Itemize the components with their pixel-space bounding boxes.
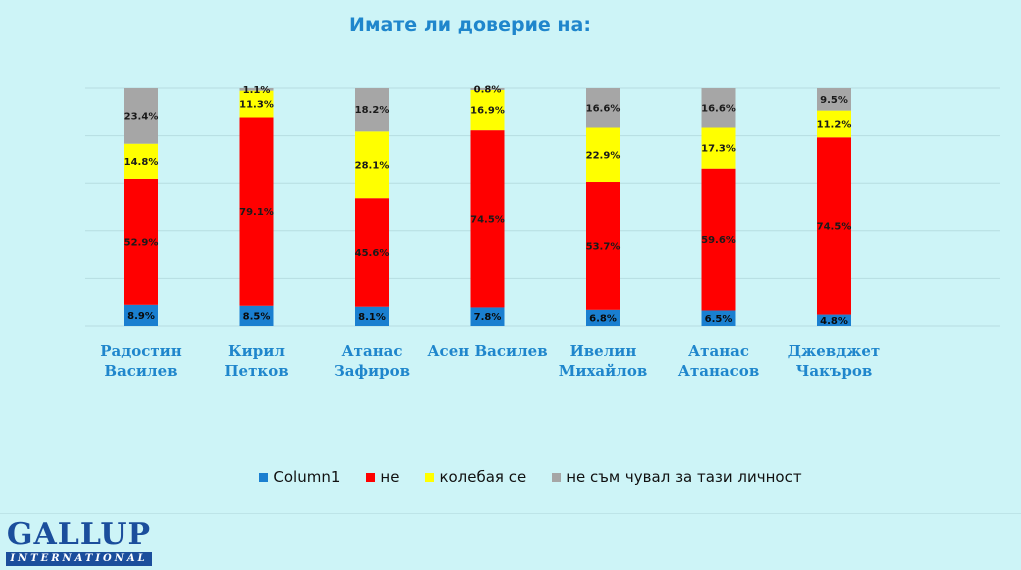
data-label: 8.1% [358, 312, 386, 323]
bar-segment-ne-sam-chuval [586, 88, 620, 128]
chart-title: Имате ли доверие на: [349, 14, 591, 36]
data-label: 9.5% [820, 95, 848, 106]
data-label: 8.9% [127, 311, 155, 322]
data-label: 18.2% [355, 105, 390, 116]
category-label: Атанасов [678, 362, 760, 380]
logo-subtitle: INTERNATIONAL [6, 552, 152, 566]
bar-segment-kolebaya [124, 143, 158, 179]
bar-segment-kolebaya [817, 110, 851, 138]
data-label: 7.8% [474, 312, 502, 323]
category-label: Василев [104, 362, 177, 380]
category-label: Асен Василев [427, 342, 547, 360]
data-label: 23.4% [124, 111, 159, 122]
bar-segment-ne-sam-chuval [124, 88, 158, 144]
data-label: 4.8% [820, 316, 848, 327]
data-label: 16.6% [701, 103, 736, 114]
bar-segment-column1 [701, 310, 736, 326]
data-label: 11.3% [239, 100, 274, 111]
bar-segment-ne-sam-chuval [701, 88, 736, 128]
bar-segment-column1 [124, 304, 158, 326]
category-label: Кирил [228, 342, 285, 360]
category-label: Джевджет [788, 342, 880, 360]
bar-segment-column1 [817, 314, 851, 326]
data-label: 45.6% [355, 248, 390, 259]
legend-label-column1: Column1 [273, 468, 341, 486]
data-label: 11.2% [817, 119, 852, 130]
data-label: 16.9% [470, 106, 505, 117]
data-label: 74.5% [470, 214, 505, 225]
bar-segment-ne [239, 117, 274, 306]
category-label: Зафиров [334, 362, 410, 380]
bar-segment-ne-sam-chuval [470, 88, 505, 90]
bar-segment-ne [701, 168, 736, 311]
data-label: 79.1% [239, 207, 274, 218]
legend-item-column1: Column1 [259, 468, 340, 486]
bar-segment-ne [124, 178, 158, 305]
legend-swatch-kolebaya [425, 472, 435, 482]
bar-segment-kolebaya [239, 90, 274, 118]
legend-label-ne: не [380, 468, 400, 486]
legend-item-kolebaya: колебая се [425, 468, 526, 486]
category-label: Чакъров [796, 362, 873, 380]
data-label: 6.8% [589, 313, 617, 324]
bar-segment-ne-sam-chuval [239, 88, 274, 91]
bar-segment-kolebaya [701, 127, 736, 169]
bar-segment-kolebaya [586, 127, 620, 183]
bar-segment-column1 [239, 305, 274, 326]
bar-segment-kolebaya [355, 131, 389, 199]
bar-segment-kolebaya [470, 89, 505, 131]
category-label: Атанас [341, 342, 402, 360]
bar-segment-ne [355, 198, 389, 307]
category-label: Ивелин [570, 342, 637, 360]
bar-segment-ne [470, 130, 505, 308]
bar-segment-column1 [470, 307, 505, 326]
category-label: Петков [224, 362, 288, 380]
legend-item-ne: не [366, 468, 399, 486]
legend-swatch-ne [366, 472, 376, 482]
data-label: 16.6% [586, 103, 621, 114]
bar-segment-column1 [355, 306, 389, 326]
data-label: 0.8% [474, 84, 502, 95]
divider [0, 513, 1021, 514]
data-label: 6.5% [705, 314, 733, 325]
bar-segment-ne [817, 137, 851, 315]
data-label: 14.8% [124, 157, 159, 168]
data-label: 74.5% [817, 221, 852, 232]
legend-swatch-ne-sam-chuval [552, 472, 562, 482]
bar-segment-ne-sam-chuval [355, 88, 389, 132]
category-label: Радостин [100, 342, 182, 360]
legend: Column1 не колебая се не съм чувал за та… [0, 468, 1021, 486]
data-label: 1.1% [243, 85, 271, 96]
legend-item-ne-sam-chuval: не съм чувал за тази личност [552, 468, 802, 486]
bar-segment-ne-sam-chuval [817, 88, 851, 111]
data-label: 59.6% [701, 235, 736, 246]
category-label: Атанас [688, 342, 749, 360]
legend-label-ne-sam-chuval: не съм чувал за тази личност [566, 468, 802, 486]
bar-segment-column1 [586, 309, 620, 326]
legend-label-kolebaya: колебая се [439, 468, 527, 486]
data-label: 17.3% [701, 144, 736, 155]
data-label: 53.7% [586, 241, 621, 252]
data-label: 52.9% [124, 237, 159, 248]
logo-wordmark: GALLUP [6, 517, 152, 552]
bar-segment-ne [586, 182, 620, 310]
data-label: 22.9% [586, 150, 621, 161]
legend-swatch-column1 [259, 472, 269, 482]
data-label: 8.5% [243, 311, 271, 322]
category-label: Михайлов [559, 362, 648, 380]
stacked-bar-chart: 8.9% 52.9% 14.8% 23.4% Радостин Василев 8.5% 79… [85, 84, 1000, 380]
data-label: 28.1% [355, 160, 390, 171]
gallup-logo: GALLUP INTERNATIONAL [6, 518, 152, 570]
